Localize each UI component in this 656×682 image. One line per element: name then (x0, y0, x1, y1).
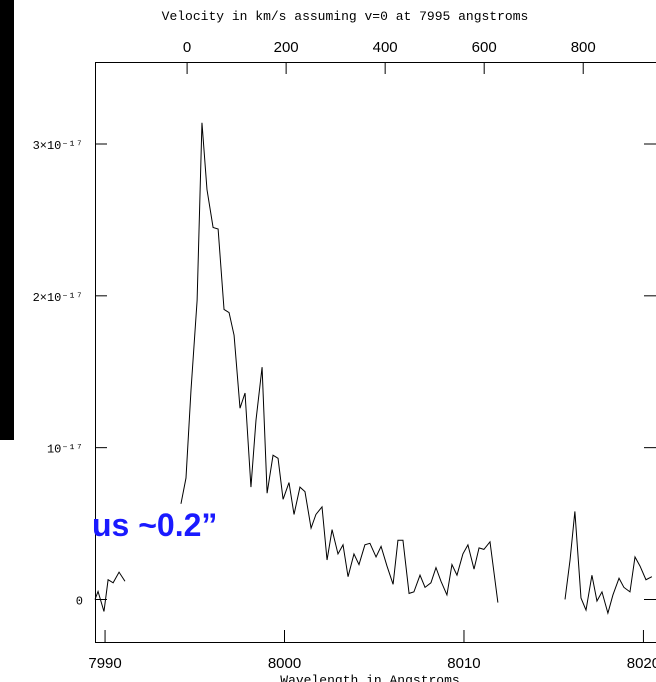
y-tick-label: 3×10⁻¹⁷ (33, 139, 83, 153)
x2-tick-label: 200 (274, 39, 299, 56)
y-tick-label: 0 (76, 594, 83, 608)
x-axis-label: Wavelength in Angstroms (280, 673, 459, 682)
x2-tick-label: 600 (472, 39, 497, 56)
x-tick-label: 8010 (447, 655, 480, 672)
chart: Velocity in km/s assuming v=0 at 7995 an… (0, 0, 656, 682)
x-tick-label: 8000 (268, 655, 301, 672)
y-tick-label: 10⁻¹⁷ (47, 443, 83, 457)
overlay-panel (0, 0, 14, 440)
x2-tick-label: 800 (571, 39, 596, 56)
x2-tick-label: 400 (373, 39, 398, 56)
x-tick-label: 8020 (627, 655, 656, 672)
y-tick-label: 2×10⁻¹⁷ (33, 291, 83, 305)
x2-axis-label: Velocity in km/s assuming v=0 at 7995 an… (162, 9, 529, 24)
x2-tick-label: 0 (183, 39, 191, 56)
x-tick-label: 7990 (88, 655, 121, 672)
background (0, 0, 656, 682)
page: Velocity in km/s assuming v=0 at 7995 an… (0, 0, 656, 682)
annotation: us ~0.2” (92, 507, 217, 543)
